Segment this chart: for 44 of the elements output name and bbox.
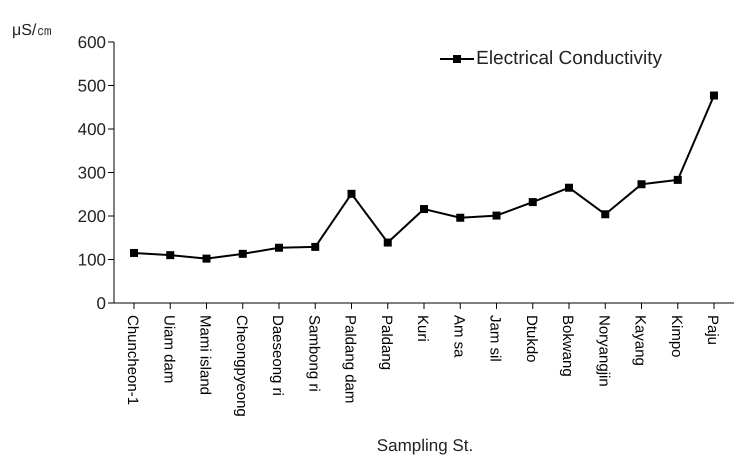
x-tick-label: Kuri: [414, 315, 431, 342]
point: [420, 205, 428, 214]
point: [528, 198, 537, 206]
point: [275, 244, 283, 252]
point: [565, 184, 573, 192]
point: [130, 248, 138, 257]
point: [456, 214, 464, 222]
x-tick-label: Paldang dam: [342, 315, 358, 404]
point: [348, 190, 356, 198]
x-tick-label: Am sa: [450, 315, 468, 358]
x-tick-label: Noryangjin: [595, 315, 612, 387]
point: [166, 251, 174, 260]
point: [238, 250, 247, 258]
x-tick-label: Sambong ri: [305, 315, 322, 392]
point: [601, 210, 610, 218]
point: [384, 238, 392, 247]
x-tick-label: Kimpo: [668, 315, 685, 358]
y-tick-label: 200: [78, 207, 106, 226]
x-tick-label: Jam sil: [486, 315, 504, 362]
y-tick-label: 0: [96, 294, 106, 314]
point: [492, 212, 500, 220]
x-tick-label: Chuncheon-1: [124, 315, 141, 406]
x-tick-label: Dtukdo: [522, 315, 540, 363]
legend-label: Electrical Conductivity: [476, 48, 662, 70]
point: [202, 254, 210, 263]
x-tick-label: Kayang: [632, 315, 648, 366]
y-tick-label: 100: [78, 250, 106, 270]
x-axis-title: Sampling St.: [376, 436, 474, 455]
point: [311, 242, 320, 251]
x-tick-label: Cheongpyeong: [232, 315, 250, 417]
y-tick-label: 600: [78, 33, 106, 52]
x-tick-label: Paldang: [378, 315, 395, 370]
y-tick-label: 300: [78, 164, 106, 183]
point: [674, 176, 682, 184]
x-tick-label: Daeseong ri: [269, 315, 286, 396]
point: [710, 92, 718, 100]
x-tick-label: Uiam dam: [160, 315, 178, 384]
x-tick-label: Paju: [704, 315, 721, 346]
y-axis-title: μS/㎝: [12, 21, 52, 41]
point: [638, 180, 646, 188]
x-tick-label: Bokwang: [559, 315, 576, 377]
y-tick-label: 400: [78, 120, 106, 140]
y-tick-label: 500: [78, 76, 106, 96]
x-tick-label: Mami island: [196, 315, 214, 396]
